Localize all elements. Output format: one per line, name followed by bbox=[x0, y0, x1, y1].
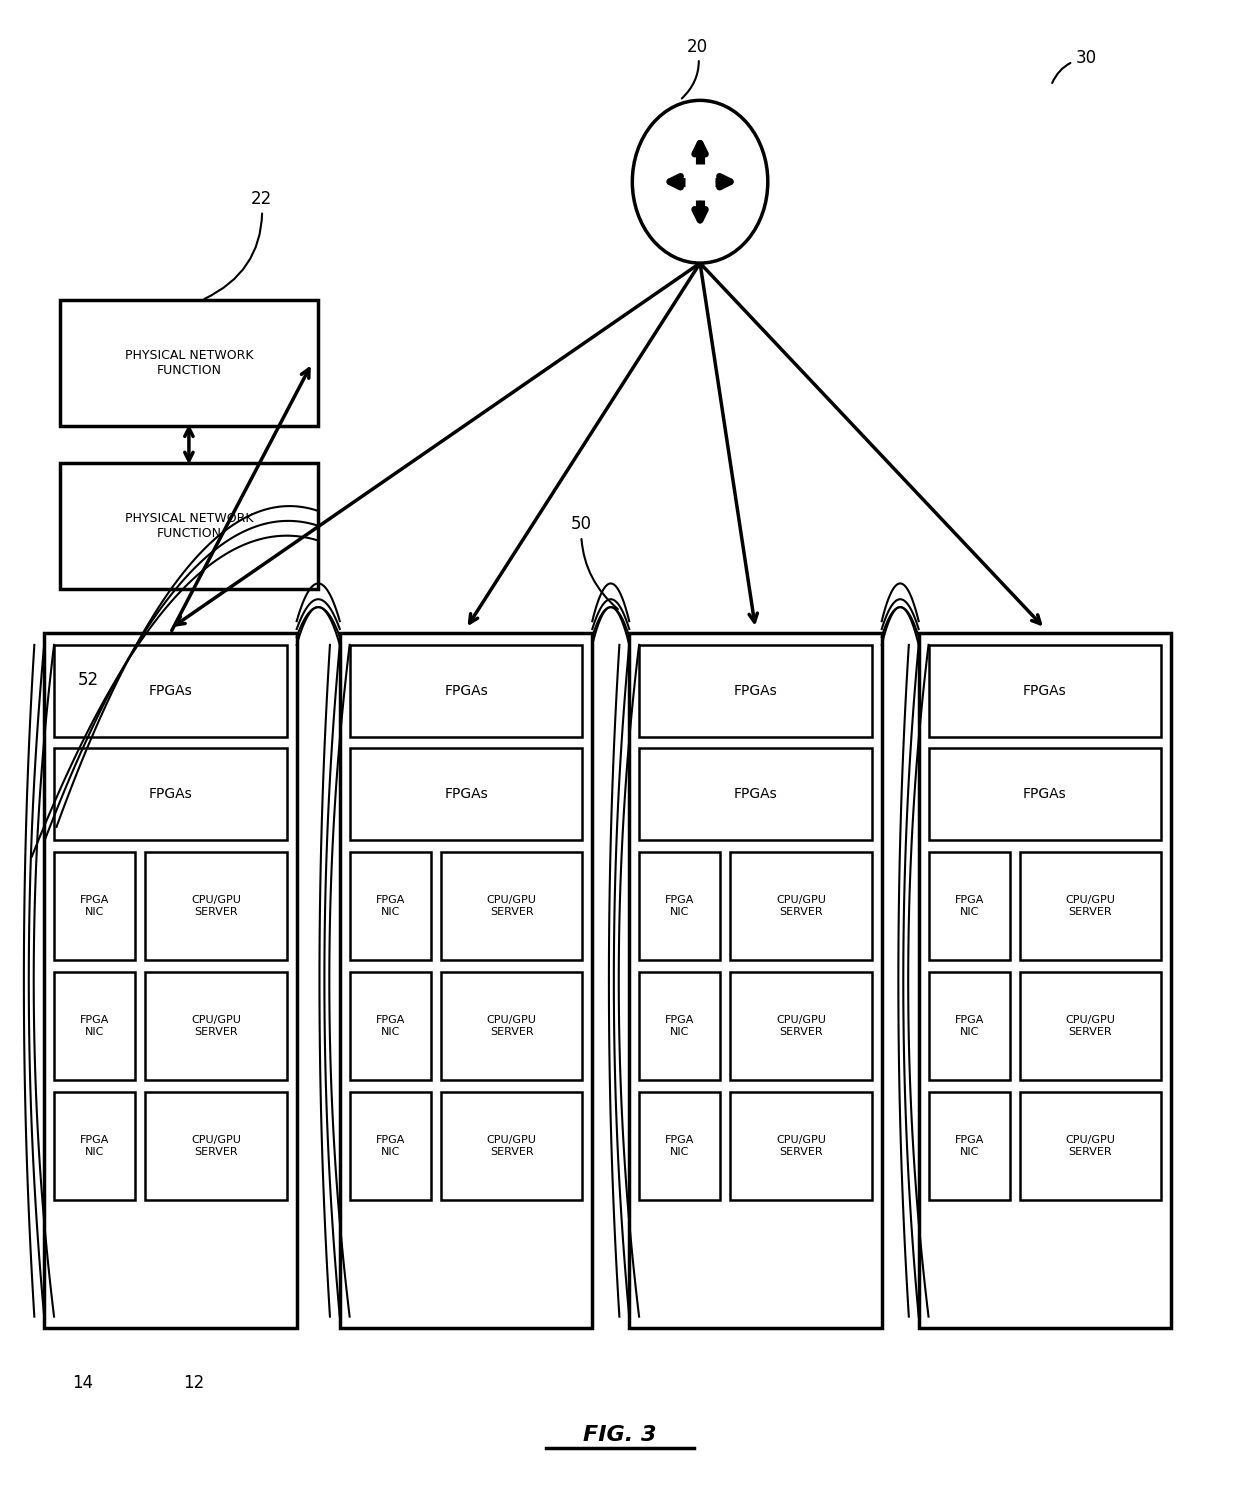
Text: 14: 14 bbox=[72, 1373, 93, 1391]
Text: CPU/GPU
SERVER: CPU/GPU SERVER bbox=[191, 1015, 241, 1037]
Text: FPGA
NIC: FPGA NIC bbox=[955, 1015, 983, 1037]
Bar bbox=[145, 972, 286, 1080]
Text: PHYSICAL NETWORK
FUNCTION: PHYSICAL NETWORK FUNCTION bbox=[125, 512, 253, 540]
Bar bbox=[440, 1092, 583, 1199]
Bar bbox=[929, 1092, 1009, 1199]
Text: 20: 20 bbox=[682, 37, 708, 98]
Text: CPU/GPU
SERVER: CPU/GPU SERVER bbox=[1065, 1135, 1116, 1156]
Text: FPGA
NIC: FPGA NIC bbox=[955, 1135, 983, 1156]
Bar bbox=[55, 748, 286, 841]
Bar bbox=[55, 972, 135, 1080]
Bar bbox=[929, 748, 1162, 841]
Bar bbox=[639, 1092, 720, 1199]
Bar bbox=[929, 853, 1009, 960]
Bar bbox=[60, 463, 319, 589]
Bar bbox=[1019, 1092, 1162, 1199]
Text: FPGA
NIC: FPGA NIC bbox=[376, 1135, 405, 1156]
Text: FIG. 3: FIG. 3 bbox=[583, 1426, 657, 1445]
Bar bbox=[929, 972, 1009, 1080]
Bar bbox=[55, 644, 286, 737]
Text: 22: 22 bbox=[205, 190, 273, 299]
Text: 12: 12 bbox=[182, 1373, 205, 1391]
Text: FPGA
NIC: FPGA NIC bbox=[955, 896, 983, 917]
Text: FPGAs: FPGAs bbox=[444, 683, 487, 698]
Text: FPGA
NIC: FPGA NIC bbox=[376, 1015, 405, 1037]
Bar bbox=[350, 748, 583, 841]
Text: CPU/GPU
SERVER: CPU/GPU SERVER bbox=[1065, 1015, 1116, 1037]
Bar bbox=[350, 853, 430, 960]
Text: FPGA
NIC: FPGA NIC bbox=[376, 896, 405, 917]
Bar bbox=[60, 301, 319, 426]
Text: FPGAs: FPGAs bbox=[149, 683, 192, 698]
Bar bbox=[639, 972, 720, 1080]
Bar bbox=[639, 853, 720, 960]
Text: CPU/GPU
SERVER: CPU/GPU SERVER bbox=[776, 1135, 826, 1156]
Bar bbox=[730, 1092, 872, 1199]
Bar bbox=[350, 1092, 430, 1199]
Bar bbox=[929, 644, 1162, 737]
Text: FPGA
NIC: FPGA NIC bbox=[79, 1015, 109, 1037]
Bar bbox=[1019, 972, 1162, 1080]
Text: CPU/GPU
SERVER: CPU/GPU SERVER bbox=[1065, 896, 1116, 917]
Text: 52: 52 bbox=[78, 671, 99, 689]
Text: PHYSICAL NETWORK
FUNCTION: PHYSICAL NETWORK FUNCTION bbox=[125, 350, 253, 376]
Text: CPU/GPU
SERVER: CPU/GPU SERVER bbox=[191, 1135, 241, 1156]
Text: CPU/GPU
SERVER: CPU/GPU SERVER bbox=[486, 1135, 537, 1156]
Text: 50: 50 bbox=[570, 515, 618, 609]
Text: FPGAs: FPGAs bbox=[1023, 787, 1066, 802]
Text: FPGAs: FPGAs bbox=[734, 683, 777, 698]
Text: 30: 30 bbox=[1053, 49, 1097, 83]
Text: FPGA
NIC: FPGA NIC bbox=[665, 896, 694, 917]
Bar bbox=[145, 1092, 286, 1199]
Text: FPGAs: FPGAs bbox=[734, 787, 777, 802]
Bar bbox=[692, 173, 708, 192]
Text: FPGA
NIC: FPGA NIC bbox=[665, 1135, 694, 1156]
Bar bbox=[730, 853, 872, 960]
Bar bbox=[350, 644, 583, 737]
Text: FPGA
NIC: FPGA NIC bbox=[665, 1015, 694, 1037]
Text: FPGAs: FPGAs bbox=[149, 787, 192, 802]
Text: CPU/GPU
SERVER: CPU/GPU SERVER bbox=[776, 1015, 826, 1037]
Bar bbox=[55, 1092, 135, 1199]
Bar bbox=[730, 972, 872, 1080]
Text: FPGAs: FPGAs bbox=[1023, 683, 1066, 698]
Bar bbox=[340, 632, 593, 1329]
Text: FPGA
NIC: FPGA NIC bbox=[79, 1135, 109, 1156]
Bar bbox=[45, 632, 296, 1329]
Text: FPGA
NIC: FPGA NIC bbox=[79, 896, 109, 917]
Bar bbox=[55, 853, 135, 960]
Bar bbox=[1019, 853, 1162, 960]
Bar bbox=[919, 632, 1171, 1329]
Text: CPU/GPU
SERVER: CPU/GPU SERVER bbox=[776, 896, 826, 917]
Text: FPGAs: FPGAs bbox=[444, 787, 487, 802]
Bar bbox=[440, 972, 583, 1080]
Text: CPU/GPU
SERVER: CPU/GPU SERVER bbox=[486, 1015, 537, 1037]
Text: CPU/GPU
SERVER: CPU/GPU SERVER bbox=[191, 896, 241, 917]
Bar bbox=[440, 853, 583, 960]
Bar bbox=[639, 748, 872, 841]
Text: CPU/GPU
SERVER: CPU/GPU SERVER bbox=[486, 896, 537, 917]
Bar bbox=[350, 972, 430, 1080]
Bar bbox=[639, 644, 872, 737]
Bar bbox=[145, 853, 286, 960]
Bar bbox=[629, 632, 882, 1329]
